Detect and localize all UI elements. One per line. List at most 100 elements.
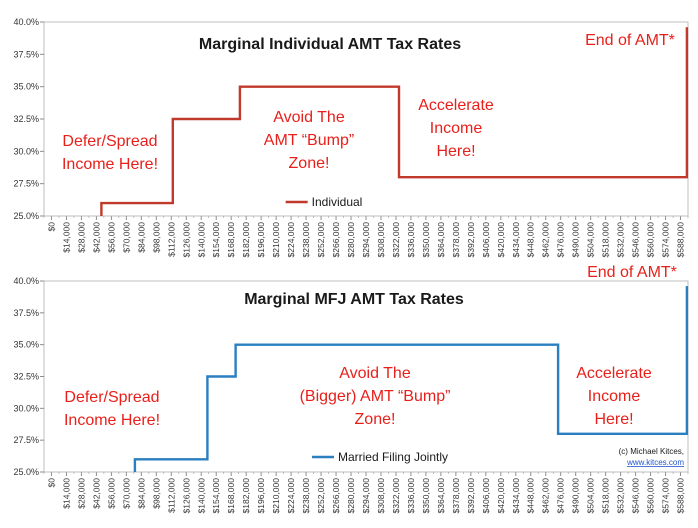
x-tick-label: $504,000 bbox=[586, 222, 596, 258]
mfj-amt-chart: 25.0% 27.5% 30.0% 32.5% 35.0% 37.5% 40.0% $0 $14… bbox=[13, 264, 689, 514]
x-tick-label: $70,000 bbox=[121, 478, 131, 509]
x-tick-label: $168,000 bbox=[226, 222, 236, 258]
x-tick-label: $406,000 bbox=[481, 478, 491, 514]
x-tick-label: $490,000 bbox=[571, 222, 581, 258]
x-tick-label: $266,000 bbox=[331, 478, 341, 514]
annotation-line: Zone! bbox=[289, 155, 330, 172]
x-tick-label: $140,000 bbox=[196, 478, 206, 514]
x-tick-label: $224,000 bbox=[286, 478, 296, 514]
x-tick-label: $182,000 bbox=[241, 222, 251, 258]
annotation-defer: Defer/Spread Income Here! bbox=[62, 133, 158, 173]
x-tick-label: $462,000 bbox=[541, 222, 551, 258]
y-tick-label: 25.0% bbox=[13, 467, 39, 477]
x-tick-label: $378,000 bbox=[451, 478, 461, 514]
x-tick-label: $490,000 bbox=[571, 478, 581, 514]
x-tick-label: $308,000 bbox=[376, 222, 386, 258]
x-tick-label: $112,000 bbox=[166, 222, 176, 257]
x-tick-label: $42,000 bbox=[91, 478, 101, 509]
x-tick-label: $14,000 bbox=[61, 478, 71, 509]
x-tick-label: $210,000 bbox=[271, 222, 281, 258]
x-tick-label: $532,000 bbox=[616, 222, 626, 258]
x-tick-label: $196,000 bbox=[256, 222, 266, 258]
y-tick-label: 27.5% bbox=[13, 435, 39, 445]
x-tick-label: $84,000 bbox=[136, 478, 146, 509]
x-tick-label: $518,000 bbox=[601, 478, 611, 514]
annotation-accel: Accelerate Income Here! bbox=[576, 365, 652, 428]
x-tick-label: $462,000 bbox=[541, 478, 551, 514]
x-tick-label: $448,000 bbox=[526, 222, 536, 258]
x-tick-label: $392,000 bbox=[466, 222, 476, 258]
annotation-defer: Defer/Spread Income Here! bbox=[64, 389, 160, 429]
x-tick-label: $126,000 bbox=[181, 222, 191, 258]
annotation-line: End of AMT* bbox=[587, 264, 677, 281]
x-tick-label: $238,000 bbox=[301, 478, 311, 514]
x-tick-label: $518,000 bbox=[601, 222, 611, 258]
x-tick-label: $574,000 bbox=[661, 478, 671, 514]
x-tick-label: $322,000 bbox=[391, 222, 401, 258]
x-tick-label: $308,000 bbox=[376, 478, 386, 514]
x-tick-label: $56,000 bbox=[106, 222, 116, 253]
annotation-line: Defer/Spread bbox=[64, 389, 159, 406]
x-tick-label: $434,000 bbox=[511, 222, 521, 258]
x-tick-label: $196,000 bbox=[256, 478, 266, 514]
annotation-line: (Bigger) AMT “Bump” bbox=[300, 388, 451, 405]
x-tick-label: $560,000 bbox=[646, 222, 656, 258]
x-tick-label: $266,000 bbox=[331, 222, 341, 258]
x-tick-label: $420,000 bbox=[496, 222, 506, 258]
x-tick-label: $532,000 bbox=[616, 478, 626, 514]
x-tick-label: $84,000 bbox=[136, 222, 146, 253]
legend-label: Married Filing Jointly bbox=[338, 450, 448, 464]
x-tick-label: $336,000 bbox=[406, 478, 416, 514]
x-tick-label: $126,000 bbox=[181, 478, 191, 514]
individual-amt-chart: 25.0% 27.5% 30.0% 32.5% 35.0% 37.5% 40.0% $0 $14… bbox=[13, 17, 689, 258]
y-tick-label: 30.0% bbox=[13, 146, 39, 156]
annotation-line: Avoid The bbox=[339, 365, 411, 382]
x-tick-label: $420,000 bbox=[496, 478, 506, 514]
annotation-avoid: Avoid The AMT “Bump” Zone! bbox=[264, 109, 354, 172]
annotation-line: Income bbox=[588, 388, 641, 405]
x-tick-label: $252,000 bbox=[316, 478, 326, 514]
x-tick-label: $588,000 bbox=[676, 222, 686, 258]
x-tick-label: $280,000 bbox=[346, 478, 356, 514]
x-tick-label: $434,000 bbox=[511, 478, 521, 514]
annotation-line: Here! bbox=[594, 411, 633, 428]
annotation-end: End of AMT* bbox=[587, 264, 677, 281]
y-tick-label: 25.0% bbox=[13, 211, 39, 221]
x-tick-label: $112,000 bbox=[166, 478, 176, 513]
x-tick-label: $14,000 bbox=[61, 222, 71, 253]
annotation-line: Zone! bbox=[355, 411, 396, 428]
x-tick-label: $392,000 bbox=[466, 478, 476, 514]
annotation-line: Avoid The bbox=[273, 109, 345, 126]
annotation-line: Income Here! bbox=[64, 412, 160, 429]
annotation-line: End of AMT* bbox=[585, 32, 675, 49]
x-tick-label: $238,000 bbox=[301, 222, 311, 258]
x-tick-label: $98,000 bbox=[151, 478, 161, 509]
x-tick-label: $182,000 bbox=[241, 478, 251, 514]
annotation-line: Defer/Spread bbox=[62, 133, 157, 150]
legend-label: Individual bbox=[312, 195, 363, 209]
x-tick-label: $294,000 bbox=[361, 222, 371, 258]
x-tick-label: $546,000 bbox=[631, 478, 641, 514]
annotation-line: Income bbox=[430, 120, 483, 137]
x-tick-label: $336,000 bbox=[406, 222, 416, 258]
x-tick-label: $364,000 bbox=[436, 478, 446, 514]
annotation-line: AMT “Bump” bbox=[264, 132, 354, 149]
credit-link[interactable]: www.kitces.com bbox=[626, 458, 684, 467]
x-tick-label: $154,000 bbox=[211, 222, 221, 258]
annotation-line: Income Here! bbox=[62, 156, 158, 173]
annotation-line: Accelerate bbox=[418, 97, 494, 114]
y-tick-label: 32.5% bbox=[13, 372, 39, 382]
x-tick-label: $364,000 bbox=[436, 222, 446, 258]
x-tick-label: $140,000 bbox=[196, 222, 206, 258]
annotation-avoid: Avoid The (Bigger) AMT “Bump” Zone! bbox=[300, 365, 451, 428]
x-tick-label: $560,000 bbox=[646, 478, 656, 514]
chart-title: Marginal MFJ AMT Tax Rates bbox=[244, 291, 464, 308]
x-tick-label: $322,000 bbox=[391, 478, 401, 514]
y-tick-label: 37.5% bbox=[13, 308, 39, 318]
x-tick-label: $224,000 bbox=[286, 222, 296, 258]
y-tick-label: 37.5% bbox=[13, 49, 39, 59]
x-tick-label: $546,000 bbox=[631, 222, 641, 258]
annotation-end: End of AMT* bbox=[585, 32, 675, 49]
x-tick-label: $154,000 bbox=[211, 478, 221, 514]
credit-text: (c) Michael Kitces, bbox=[619, 447, 684, 456]
